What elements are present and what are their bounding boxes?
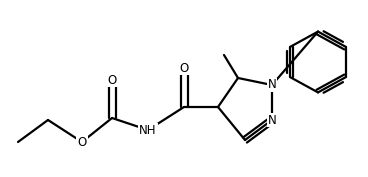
Text: N: N — [268, 79, 276, 92]
Text: NH: NH — [139, 124, 157, 136]
Text: O: O — [77, 136, 86, 149]
Text: O: O — [107, 73, 117, 87]
Text: N: N — [268, 113, 276, 127]
Text: O: O — [179, 61, 189, 75]
